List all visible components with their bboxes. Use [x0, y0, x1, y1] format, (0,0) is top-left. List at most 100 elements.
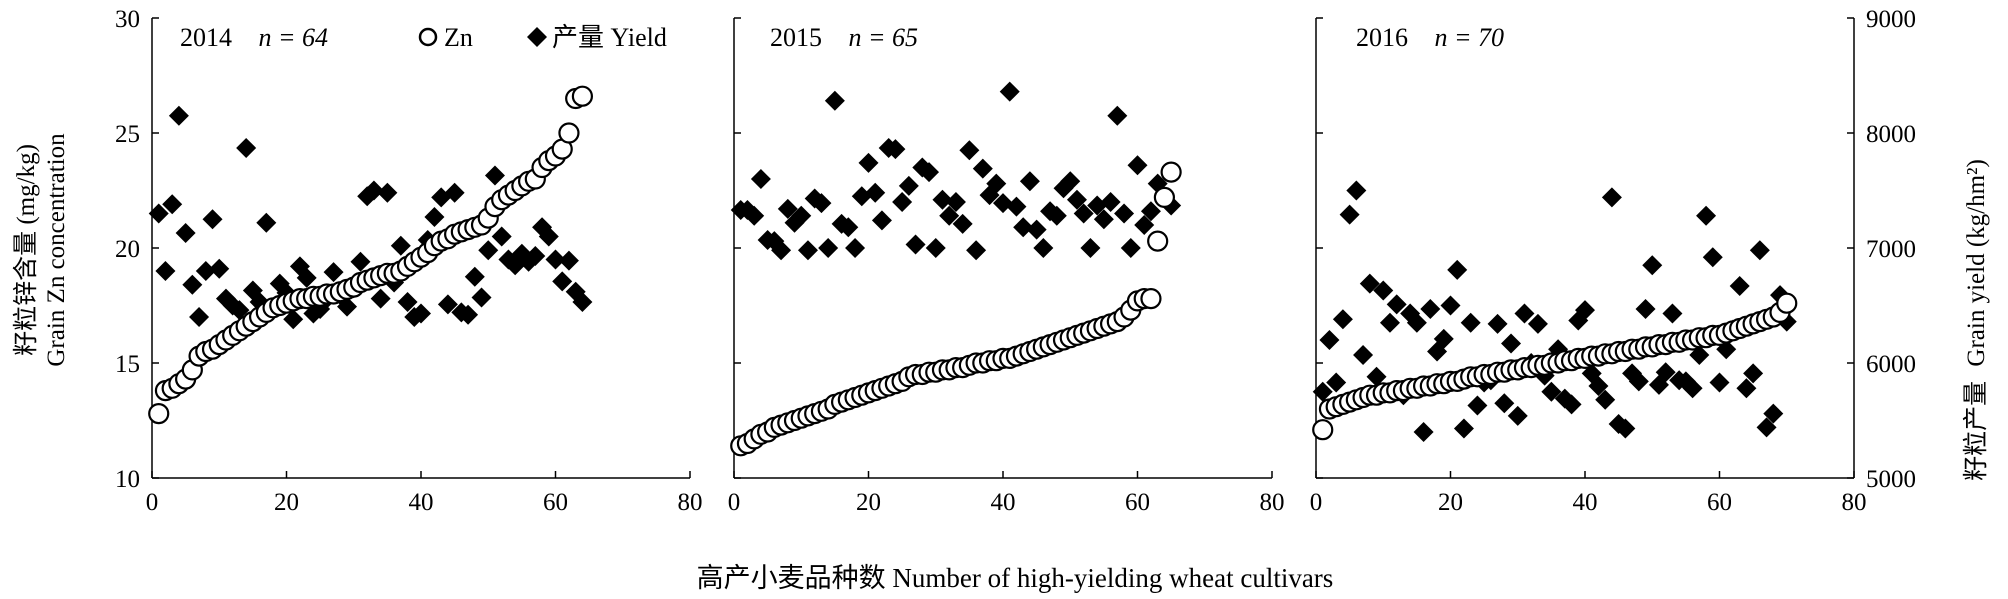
yield-point: [1662, 303, 1683, 324]
yield-point: [744, 205, 765, 226]
yield-point: [1093, 209, 1114, 230]
yield-point: [1100, 192, 1121, 212]
legend-zn-marker: [418, 27, 438, 47]
yield-point: [939, 205, 960, 226]
yield-point: [986, 173, 1007, 194]
yield-point: [1373, 280, 1394, 301]
y-left-tick-label: 15: [115, 351, 140, 378]
yield-point: [189, 307, 210, 327]
y-left-tick-label: 20: [115, 236, 140, 263]
yield-point: [1413, 422, 1434, 442]
zn-point: [1160, 161, 1182, 183]
yield-point: [750, 169, 771, 189]
panel-2015-year: 2015: [770, 23, 822, 52]
yield-point: [952, 213, 973, 234]
yield-point: [1046, 205, 1067, 226]
yield-point: [1709, 372, 1730, 393]
y-left-tick-label: 30: [115, 6, 140, 33]
zn-point: [1153, 186, 1176, 208]
yield-point: [545, 249, 566, 270]
yield-point: [1107, 105, 1128, 126]
yield-point: [283, 309, 304, 330]
zn-point: [148, 403, 170, 425]
yield-point: [444, 182, 465, 203]
yield-point: [182, 274, 203, 295]
yield-point: [370, 288, 391, 309]
yield-point: [1588, 376, 1609, 396]
yield-point: [363, 180, 384, 201]
yield-point: [491, 226, 512, 247]
yield-point: [175, 223, 196, 244]
yield-point: [818, 238, 839, 258]
panel-2014: 0 20 40 60 80 10 15 20 25 30: [115, 6, 703, 516]
yield-point: [1561, 394, 1582, 415]
yield-point: [1527, 313, 1548, 334]
yield-point: [1339, 204, 1360, 225]
yield-point: [865, 182, 886, 203]
yield-point: [845, 238, 866, 258]
y-right-tick-label: 6000: [1866, 351, 1916, 378]
yield-point: [397, 292, 418, 313]
yield-point: [1729, 275, 1750, 296]
yield-point: [1033, 238, 1054, 258]
yield-point: [1756, 417, 1777, 438]
yield-point: [1655, 362, 1676, 383]
x-tick-label: 0: [728, 489, 741, 516]
yield-point: [1332, 309, 1353, 330]
yield-point: [1682, 378, 1703, 399]
x-tick-label: 20: [856, 489, 881, 516]
yield-point: [390, 235, 411, 256]
yield-point: [932, 189, 953, 210]
yield-point: [1494, 393, 1515, 414]
panel-2014-annotation: 2014 n = 64: [180, 23, 328, 52]
yield-point: [1749, 240, 1770, 261]
yield-point: [323, 262, 344, 283]
yield-point: [1066, 189, 1087, 210]
panel-2015-annotation: 2015 n = 65: [770, 23, 918, 52]
yield-point: [1114, 203, 1135, 224]
x-tick-label: 20: [1438, 489, 1463, 516]
yield-point: [919, 162, 940, 183]
yield-point: [1460, 312, 1481, 333]
yield-point: [1026, 219, 1047, 240]
yield-point: [458, 304, 479, 325]
yield-point: [1386, 294, 1407, 315]
yield-point: [1514, 303, 1535, 324]
yield-point: [518, 251, 539, 272]
legend-yield-marker: [527, 27, 547, 47]
yield-point: [155, 261, 176, 281]
yield-point: [1736, 378, 1757, 399]
yield-point: [811, 193, 832, 214]
yield-point: [1127, 155, 1148, 176]
yield-point: [1379, 312, 1400, 333]
yield-point: [824, 90, 845, 111]
yield-point: [1120, 238, 1141, 258]
yield-point: [558, 250, 579, 271]
yield-point: [411, 303, 431, 324]
zn-point: [558, 122, 580, 144]
yield-point: [209, 258, 230, 279]
yield-point: [1487, 313, 1508, 334]
x-axis-label: 高产小麦品种数 Number of high-yielding wheat cu…: [697, 563, 1334, 593]
yield-point: [1702, 247, 1723, 268]
yield-point: [1134, 215, 1155, 235]
yield-point: [572, 292, 593, 313]
zn-point: [1140, 288, 1162, 310]
yield-point: [966, 240, 987, 261]
y-left-tick-label: 25: [115, 121, 140, 148]
yield-point: [1763, 403, 1784, 424]
yield-point: [885, 139, 906, 160]
yield-point: [1507, 405, 1528, 426]
x-tick-label: 40: [409, 489, 434, 516]
legend-zn-label: Zn: [444, 23, 473, 52]
yield-point: [350, 251, 371, 272]
yield-point: [525, 246, 546, 267]
right-axis-label-cn: 籽粒产量: [1962, 381, 1990, 481]
yield-point: [424, 206, 445, 227]
yield-point: [892, 192, 913, 212]
yield-point: [464, 266, 485, 287]
yield-point: [195, 261, 216, 281]
x-tick-label: 40: [991, 489, 1016, 516]
zn-point: [1147, 230, 1169, 252]
yield-point: [972, 158, 993, 179]
